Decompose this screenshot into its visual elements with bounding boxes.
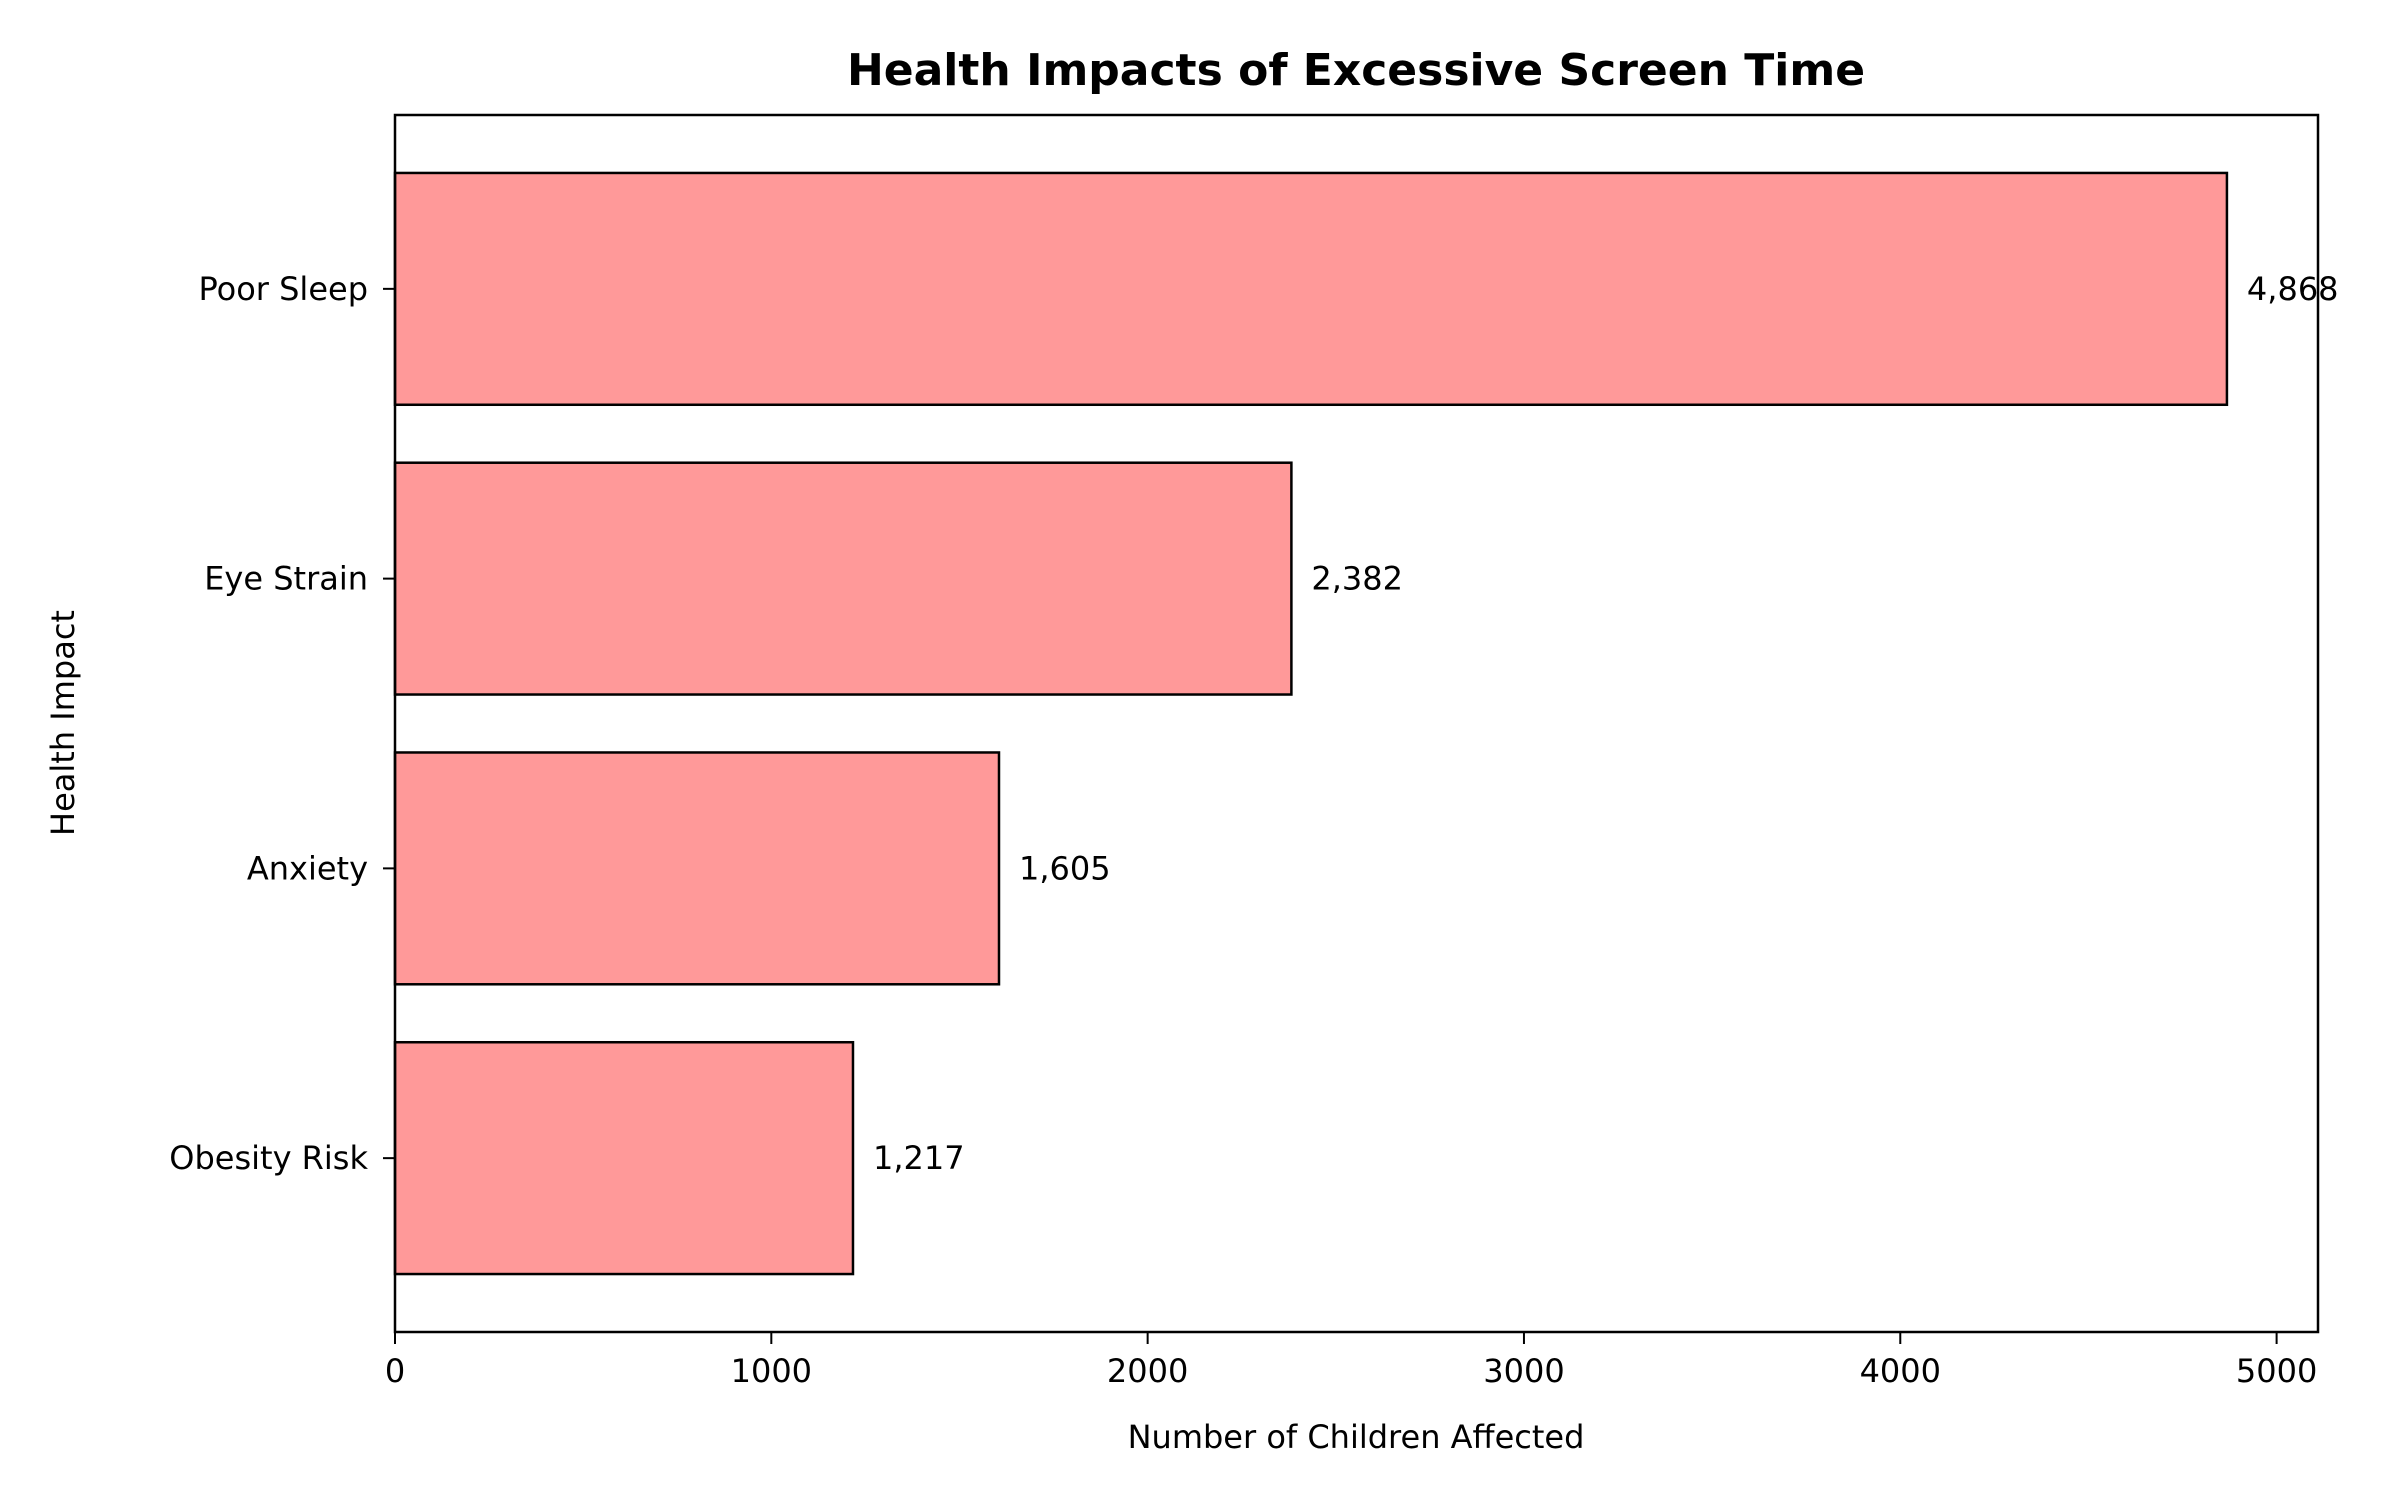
bar-anxiety [393, 751, 1001, 986]
plot-frame [393, 113, 2320, 1334]
chart-title: Health Impacts of Excessive Screen Time [847, 45, 1865, 96]
x-tick-label-0: 0 [385, 1352, 405, 1390]
x-axis-label: Number of Children Affected [1128, 1418, 1585, 1456]
y-tick-label-anxiety: Anxiety [247, 849, 368, 887]
bars-group [393, 171, 2229, 1276]
value-labels-group: 1,217 1,605 2,382 4,868 [873, 270, 2339, 1177]
x-tick-label-4000: 4000 [1860, 1352, 1941, 1390]
y-tick-label-obesity-risk: Obesity Risk [169, 1139, 368, 1177]
bar-obesity-risk [393, 1040, 855, 1276]
value-label-anxiety: 1,605 [1019, 849, 1111, 887]
value-label-obesity-risk: 1,217 [873, 1139, 965, 1177]
x-tick-label-3000: 3000 [1483, 1352, 1564, 1390]
y-tick-label-poor-sleep: Poor Sleep [198, 270, 368, 308]
y-tick-label-eye-strain: Eye Strain [204, 560, 368, 598]
x-axis-ticks: 0 1000 2000 3000 4000 5000 [385, 1332, 2317, 1390]
bar-eye-strain [393, 461, 1293, 696]
y-axis-ticks: Obesity Risk Anxiety Eye Strain Poor Sleep [169, 270, 395, 1177]
value-label-eye-strain: 2,382 [1311, 560, 1403, 598]
y-axis-label: Health Impact [44, 610, 82, 836]
x-tick-label-1000: 1000 [731, 1352, 812, 1390]
x-tick-label-5000: 5000 [2236, 1352, 2317, 1390]
x-tick-label-2000: 2000 [1107, 1352, 1188, 1390]
bar-poor-sleep [393, 171, 2229, 407]
value-label-poor-sleep: 4,868 [2247, 270, 2339, 308]
